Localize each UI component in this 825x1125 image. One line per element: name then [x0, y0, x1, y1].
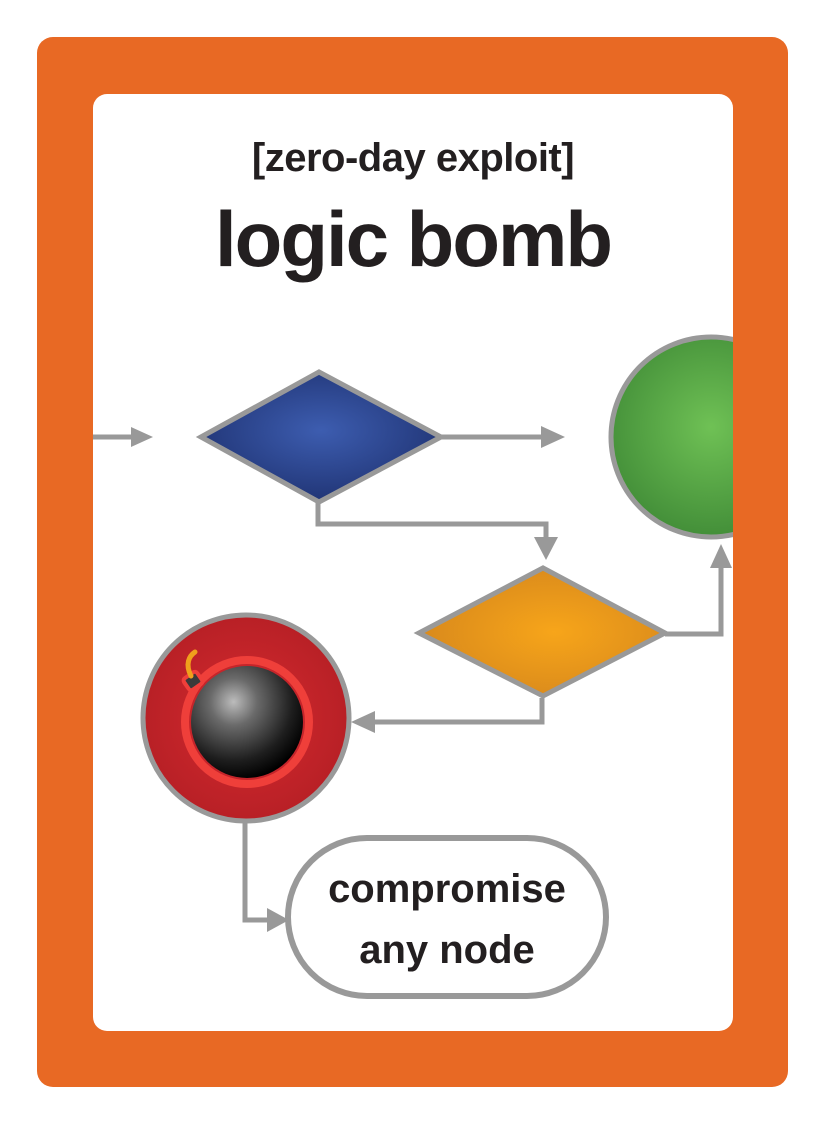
terminal-node-green [611, 337, 733, 537]
action-node-label-line1: compromise [328, 867, 566, 911]
connector-orange-to-bomb [351, 698, 542, 733]
flowchart-diagram: compromise any node [93, 94, 733, 1031]
decision-node-blue [201, 372, 441, 502]
connector-entry [93, 427, 153, 447]
action-node-label-line2: any node [359, 928, 535, 972]
card-face: [zero-day exploit] logic bomb [93, 94, 733, 1031]
card-frame: [zero-day exploit] logic bomb [37, 37, 788, 1087]
action-node [288, 838, 606, 996]
bomb-node [143, 615, 349, 821]
decision-node-orange [419, 568, 665, 696]
connector-blue-to-green [441, 426, 565, 448]
connector-blue-to-orange [318, 503, 558, 560]
connector-orange-to-green [665, 544, 732, 634]
connector-bomb-to-action [245, 822, 289, 932]
